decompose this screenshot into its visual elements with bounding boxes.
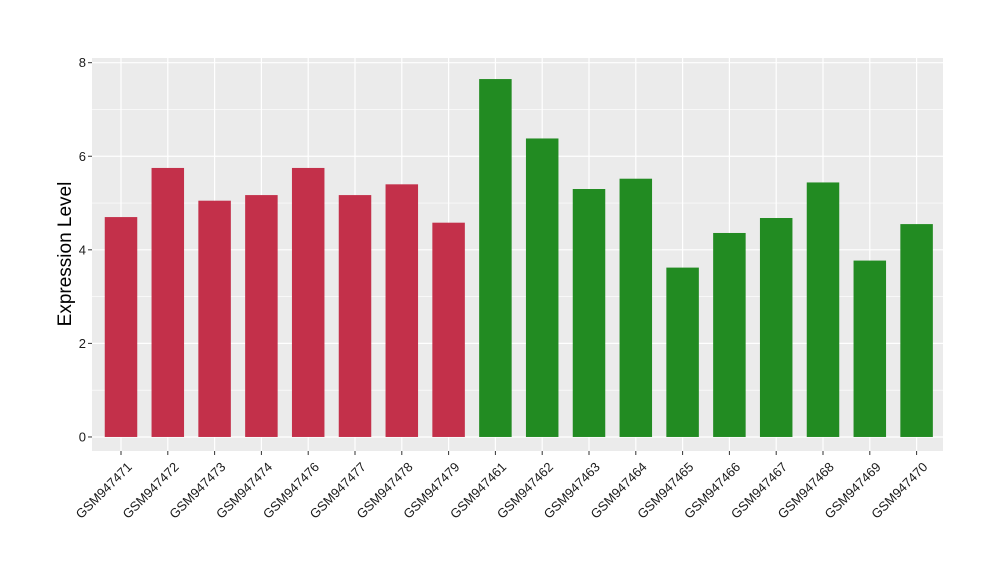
bar-GSM947467 (759, 218, 793, 437)
bar-GSM947465 (666, 267, 699, 437)
bar-GSM947461 (479, 79, 512, 437)
y-tick-label: 8 (79, 55, 86, 70)
plot-panel (92, 58, 943, 451)
y-tick-label: 6 (79, 149, 86, 164)
bar-GSM947472 (151, 167, 185, 437)
y-axis: 0 2 4 6 8 (79, 55, 92, 444)
bar-GSM947471 (104, 217, 138, 437)
bar-GSM947466 (713, 232, 746, 437)
bar-GSM947463 (572, 189, 606, 437)
bar-GSM947474 (245, 195, 278, 437)
y-tick-label: 4 (79, 242, 86, 257)
bar-GSM947478 (385, 184, 419, 437)
y-tick-label: 2 (79, 336, 86, 351)
bar-GSM947477 (338, 195, 372, 437)
bar-GSM947469 (853, 260, 887, 437)
bar-GSM947470 (900, 224, 933, 437)
bars (104, 79, 933, 437)
y-axis-title: Expression Level (55, 182, 76, 327)
bar-GSM947476 (291, 167, 325, 437)
bar-GSM947464 (619, 178, 653, 437)
y-tick-label: 0 (79, 429, 86, 444)
bar-GSM947462 (525, 138, 559, 437)
bar-GSM947473 (198, 200, 231, 437)
bar-GSM947479 (432, 222, 465, 437)
x-axis: GSM947471GSM947472GSM947473GSM947474GSM9… (73, 451, 931, 522)
bar-GSM947468 (806, 182, 840, 437)
